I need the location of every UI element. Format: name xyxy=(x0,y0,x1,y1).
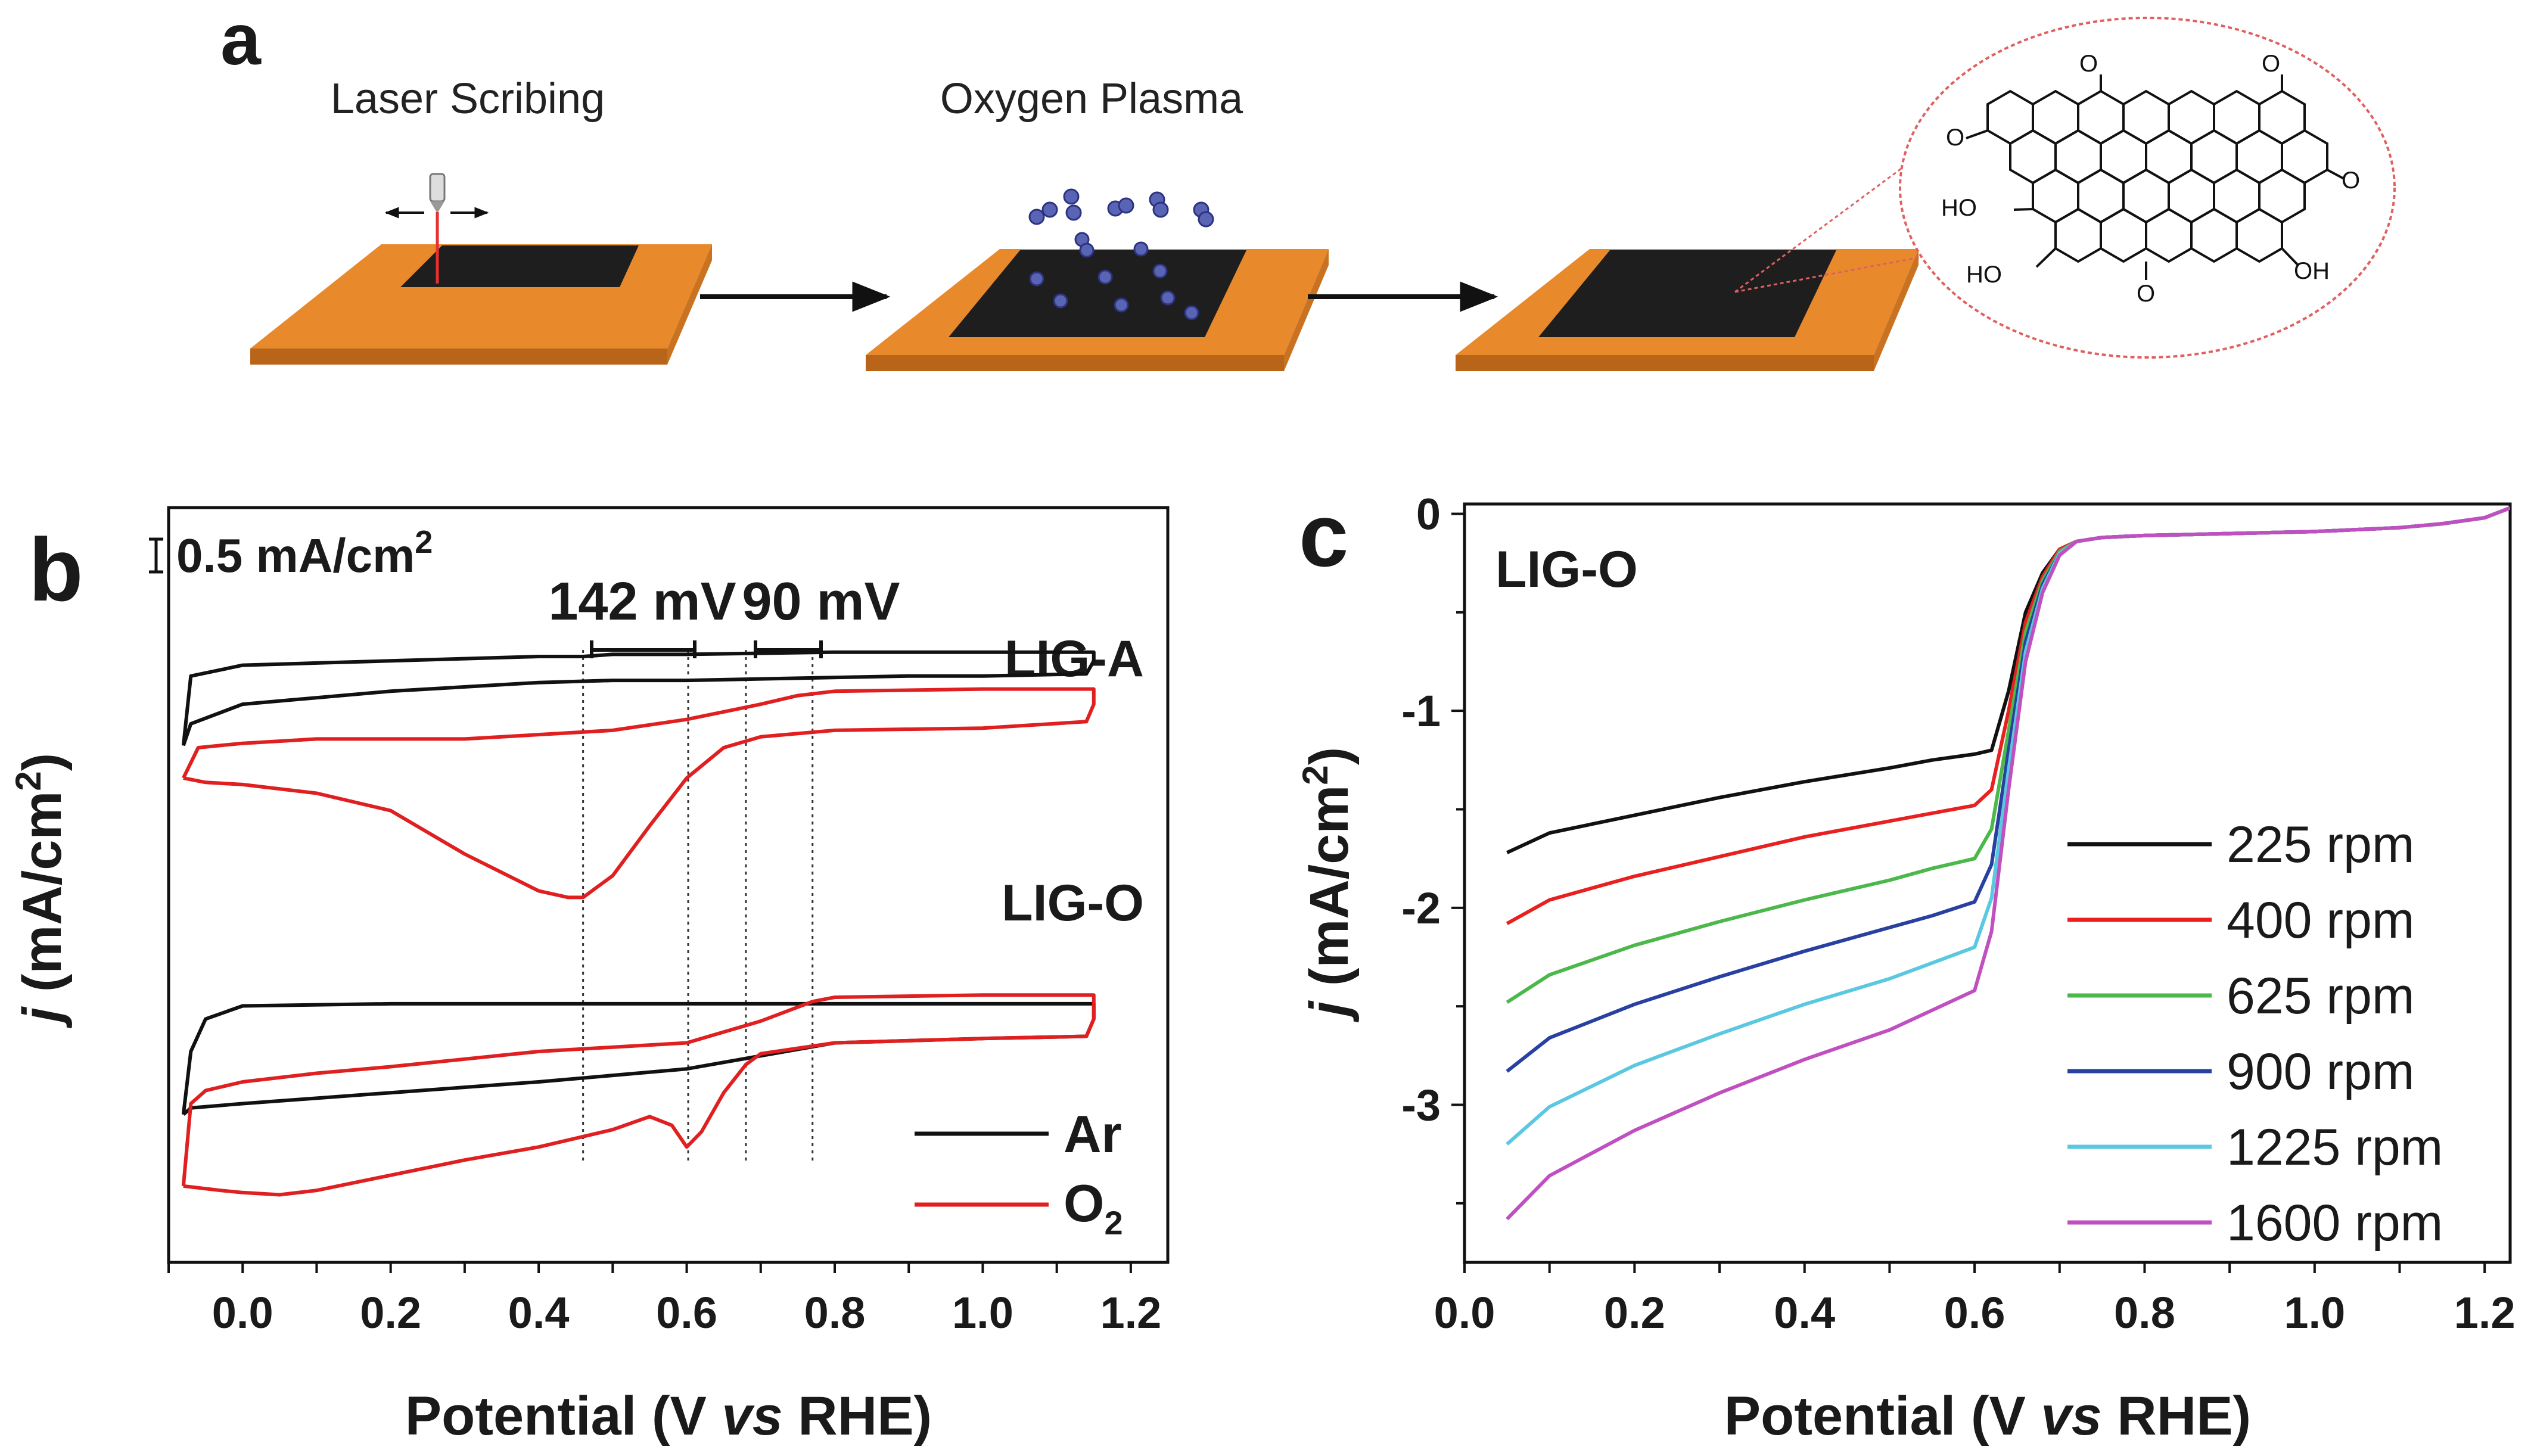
oxygen-plasma-particles xyxy=(1028,188,1214,321)
legend-label-o2: O2 xyxy=(1064,1174,1123,1242)
x-tick-label-c-1-0: 1.0 xyxy=(2284,1288,2345,1337)
annotation-90-mv: 90 mV xyxy=(742,572,900,631)
substrate-3 xyxy=(1456,166,1926,371)
scale-bar xyxy=(149,537,163,574)
x-tick-label-c-0-6: 0.6 xyxy=(1944,1288,2005,1337)
graphene-oxide-structure xyxy=(1966,74,2345,280)
y-tick-label-c-0: 0 xyxy=(1416,490,1441,539)
x-tick-label-b-1-0: 1.0 xyxy=(952,1288,1013,1337)
scale-bar-label: 0.5 mA/cm2 xyxy=(176,524,433,582)
x-axis-title-c: Potential (V vs RHE) xyxy=(1724,1386,2251,1446)
cv-curves xyxy=(181,650,1096,1197)
x-tick-label-c-1-2: 1.2 xyxy=(2454,1288,2516,1337)
cv-curve-lig-o-o2 xyxy=(181,993,1096,1197)
legend-c: 225 rpm 400 rpm 625 rpm 900 rpm 1225 rpm 1600… xyxy=(2067,816,2443,1252)
x-axis-ticks-c: 0.0 0.2 0.4 0.6 0.8 1.0 1.2 xyxy=(1434,1262,2516,1337)
x-axis-ticks-b: 0.0 0.2 0.4 0.6 0.8 1.0 1.2 xyxy=(167,1262,1161,1337)
chart-title-lig-o: LIG-O xyxy=(1495,541,1638,598)
cv-curve-lig-a-ar xyxy=(181,650,1096,746)
panel-c-label: c xyxy=(1299,485,1348,585)
hydroxyl-left-label: HO xyxy=(1941,195,1977,221)
group-label-lig-o: LIG-O xyxy=(1002,875,1144,932)
carbonyl-top-left-label: O xyxy=(2079,51,2098,77)
panel-b: b 0.5 mA/cm2 142 mV 90 mV LIG-A LIG-O 0.… xyxy=(8,506,1170,1446)
lsv-curves xyxy=(1506,506,2510,1221)
y-axis-title-b: j (mA/cm2) xyxy=(8,753,73,1029)
x-tick-label-b-0-8: 0.8 xyxy=(804,1288,866,1337)
molecule-inset: O O O O O HO HO OH xyxy=(1899,17,2396,359)
y-tick-label-c-3: -3 xyxy=(1401,1080,1441,1130)
substrate-1 xyxy=(250,173,712,365)
panel-a: a Laser Scribing Oxygen Plasma xyxy=(220,0,2396,371)
x-tick-label-b-0-2: 0.2 xyxy=(360,1288,421,1337)
step-oxygen-plasma-label: Oxygen Plasma xyxy=(940,75,1243,123)
x-tick-label-b-0-4: 0.4 xyxy=(508,1288,570,1337)
x-tick-label-c-0-8: 0.8 xyxy=(2114,1288,2175,1337)
y-tick-label-c-1: -1 xyxy=(1401,686,1441,736)
panel-b-label: b xyxy=(29,519,83,620)
x-tick-label-b-1-2: 1.2 xyxy=(1100,1288,1161,1337)
step-laser-scribing-label: Laser Scribing xyxy=(331,75,605,123)
cv-curve-lig-o-ar xyxy=(181,1001,1096,1116)
panel-a-label: a xyxy=(220,0,262,80)
y-axis-title-c: j (mA/cm2) xyxy=(1295,747,1360,1023)
reference-potential-lines xyxy=(582,650,814,1165)
annotation-142-mv: 142 mV xyxy=(548,572,736,631)
legend-label-1600-rpm: 1600 rpm xyxy=(2227,1194,2443,1252)
cv-curve-lig-a-o2 xyxy=(182,687,1096,900)
plot-frame-b xyxy=(167,506,1170,1264)
y-axis-ticks-c: 0 -1 -2 -3 xyxy=(1401,490,1465,1205)
hydroxyl-bottom-left-label: HO xyxy=(1966,262,2002,288)
x-tick-label-c-0-0: 0.0 xyxy=(1434,1288,1495,1337)
x-tick-label-c-0-2: 0.2 xyxy=(1604,1288,1665,1337)
carbonyl-bottom-label: O xyxy=(2137,281,2155,307)
substrate-2 xyxy=(866,188,1329,371)
group-label-lig-a: LIG-A xyxy=(1005,630,1144,687)
graphene-film-2 xyxy=(949,250,1246,337)
lsv-curve-1600-rpm xyxy=(1506,506,2510,1221)
legend-label-625-rpm: 625 rpm xyxy=(2227,967,2415,1025)
legend-b: Ar O2 xyxy=(915,1105,1123,1242)
x-tick-label-b-0-0: 0.0 xyxy=(212,1288,273,1337)
legend-label-900-rpm: 900 rpm xyxy=(2227,1043,2415,1100)
x-tick-label-c-0-4: 0.4 xyxy=(1774,1288,1835,1337)
hydroxyl-bottom-right-label: OH xyxy=(2294,258,2330,284)
y-tick-label-c-2: -2 xyxy=(1401,883,1441,933)
legend-label-ar: Ar xyxy=(1064,1105,1122,1163)
panel-c: c LIG-O 0.0 0.2 0.4 0.6 0.8 1.0 1.2 0 -1 -2 -3 22… xyxy=(1295,485,2516,1446)
carbonyl-top-right-label: O xyxy=(2262,51,2280,77)
legend-label-1225-rpm: 1225 rpm xyxy=(2227,1119,2443,1176)
carbonyl-left-label: O xyxy=(1946,125,1964,151)
carbonyl-right-label: O xyxy=(2342,167,2360,194)
x-tick-label-b-0-6: 0.6 xyxy=(656,1288,717,1337)
legend-label-400-rpm: 400 rpm xyxy=(2227,892,2415,949)
laser-pen-icon xyxy=(429,173,446,284)
x-axis-title-b: Potential (V vs RHE) xyxy=(405,1386,932,1446)
laser-induced-graphene-film xyxy=(400,245,639,287)
plot-frame-c xyxy=(1463,502,2512,1264)
legend-label-225-rpm: 225 rpm xyxy=(2227,816,2415,873)
